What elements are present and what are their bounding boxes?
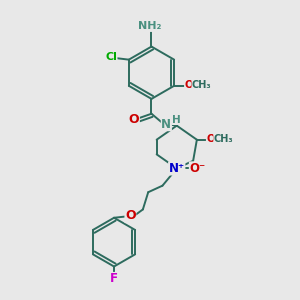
- Text: NH₂: NH₂: [138, 21, 162, 32]
- Text: O: O: [125, 209, 136, 223]
- Text: O: O: [206, 134, 215, 143]
- Text: H: H: [172, 115, 181, 125]
- Text: O: O: [184, 80, 194, 90]
- Text: O: O: [129, 113, 139, 126]
- Text: Cl: Cl: [105, 52, 117, 62]
- Text: F: F: [110, 272, 118, 286]
- Text: CH₃: CH₃: [214, 134, 233, 143]
- Text: CH₃: CH₃: [192, 80, 212, 90]
- Text: N: N: [161, 118, 171, 130]
- Text: O⁻: O⁻: [189, 162, 206, 175]
- Text: N⁺: N⁺: [169, 162, 185, 175]
